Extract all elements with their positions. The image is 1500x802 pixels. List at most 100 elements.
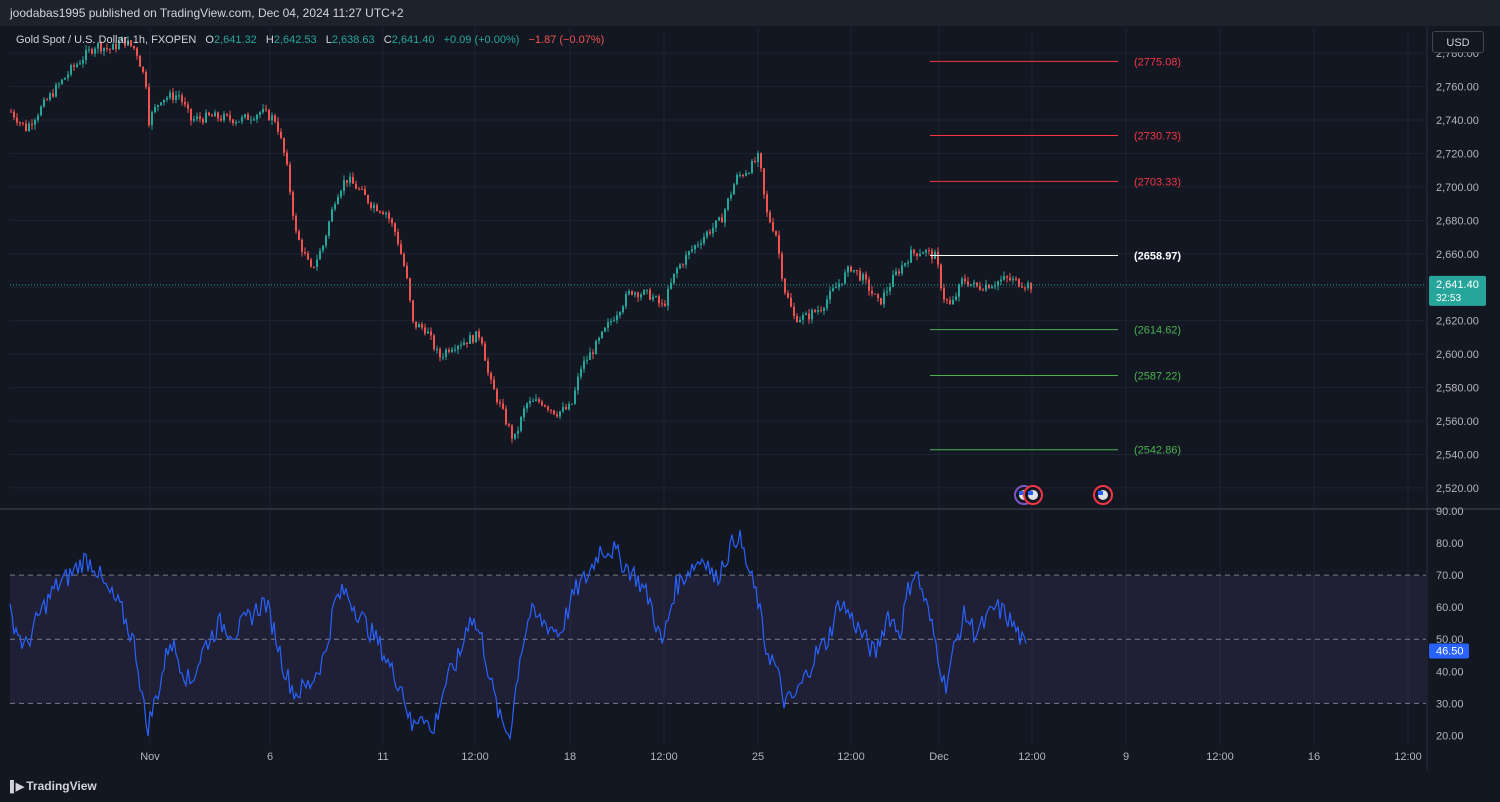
candle-body[interactable] (139, 55, 141, 67)
candle-body[interactable] (238, 121, 240, 123)
candle-body[interactable] (439, 349, 441, 358)
candle-body[interactable] (556, 414, 558, 417)
candle-body[interactable] (727, 198, 729, 210)
candle-body[interactable] (217, 112, 219, 119)
candle-body[interactable] (382, 212, 384, 215)
candle-body[interactable] (124, 37, 126, 46)
candle-body[interactable] (766, 194, 768, 213)
candle-body[interactable] (997, 281, 999, 286)
candle-body[interactable] (361, 188, 363, 190)
candle-body[interactable] (658, 296, 660, 304)
candle-body[interactable] (691, 249, 693, 252)
candle-body[interactable] (1012, 278, 1014, 281)
candle-body[interactable] (286, 152, 288, 165)
candle-body[interactable] (928, 250, 930, 252)
candle-body[interactable] (34, 120, 36, 125)
candle-body[interactable] (187, 104, 189, 109)
candle-body[interactable] (511, 425, 513, 439)
candle-body[interactable] (769, 212, 771, 223)
candle-body[interactable] (31, 123, 33, 125)
candle-body[interactable] (106, 47, 108, 49)
candle-body[interactable] (358, 188, 360, 190)
candle-body[interactable] (214, 112, 216, 117)
candle-body[interactable] (1000, 279, 1002, 282)
economic-events[interactable] (1014, 485, 1113, 505)
candle-body[interactable] (331, 209, 333, 222)
candle-body[interactable] (43, 99, 45, 107)
candle-body[interactable] (835, 287, 837, 289)
candle-body[interactable] (430, 331, 432, 336)
candle-body[interactable] (256, 114, 258, 120)
candle-body[interactable] (298, 231, 300, 240)
candle-body[interactable] (481, 337, 483, 344)
candle-body[interactable] (982, 289, 984, 291)
candle-body[interactable] (832, 288, 834, 291)
candle-body[interactable] (478, 331, 480, 338)
candle-body[interactable] (178, 95, 180, 97)
candle-body[interactable] (874, 293, 876, 295)
candle-body[interactable] (961, 278, 963, 285)
candle-body[interactable] (421, 324, 423, 328)
candle-body[interactable] (622, 306, 624, 313)
candle-body[interactable] (79, 63, 81, 65)
candle-body[interactable] (319, 250, 321, 260)
candle-body[interactable] (889, 286, 891, 292)
candle-body[interactable] (829, 290, 831, 300)
candle-body[interactable] (736, 175, 738, 185)
candle-body[interactable] (583, 360, 585, 369)
candle-body[interactable] (220, 118, 222, 121)
candle-body[interactable] (592, 352, 594, 355)
candle-body[interactable] (544, 405, 546, 407)
candle-body[interactable] (784, 278, 786, 293)
candle-body[interactable] (409, 278, 411, 301)
candle-body[interactable] (463, 342, 465, 346)
tradingview-logo[interactable]: ▌▶ TradingView (10, 779, 97, 793)
candle-body[interactable] (433, 335, 435, 350)
candle-body[interactable] (760, 153, 762, 169)
candle-body[interactable] (211, 115, 213, 117)
candle-body[interactable] (379, 211, 381, 213)
candle-body[interactable] (1018, 278, 1020, 287)
candle-body[interactable] (490, 372, 492, 380)
candle-body[interactable] (61, 79, 63, 84)
candle-body[interactable] (262, 108, 264, 113)
candle-body[interactable] (706, 231, 708, 237)
candle-body[interactable] (673, 273, 675, 283)
candle-body[interactable] (574, 390, 576, 404)
candle-body[interactable] (1015, 278, 1017, 280)
candle-body[interactable] (76, 64, 78, 67)
candle-body[interactable] (742, 174, 744, 176)
candle-body[interactable] (811, 310, 813, 320)
candle-body[interactable] (367, 195, 369, 203)
candle-body[interactable] (880, 298, 882, 305)
candle-body[interactable] (643, 290, 645, 295)
candle-body[interactable] (415, 321, 417, 328)
candle-body[interactable] (526, 403, 528, 409)
candle-body[interactable] (391, 218, 393, 224)
candle-body[interactable] (340, 191, 342, 197)
candle-body[interactable] (259, 112, 261, 115)
candle-body[interactable] (883, 292, 885, 305)
candle-body[interactable] (625, 294, 627, 307)
candle-body[interactable] (913, 249, 915, 254)
candle-body[interactable] (397, 231, 399, 245)
candle-body[interactable] (370, 202, 372, 209)
candle-body[interactable] (664, 303, 666, 306)
candle-body[interactable] (166, 97, 168, 100)
candle-body[interactable] (496, 389, 498, 403)
candle-body[interactable] (70, 65, 72, 75)
candle-body[interactable] (898, 271, 900, 274)
candle-body[interactable] (904, 263, 906, 266)
candle-body[interactable] (520, 417, 522, 431)
candle-body[interactable] (205, 112, 207, 123)
candle-body[interactable] (754, 160, 756, 163)
candle-body[interactable] (271, 115, 273, 121)
candle-body[interactable] (103, 47, 105, 52)
candle-body[interactable] (154, 106, 156, 113)
candle-body[interactable] (634, 292, 636, 295)
candle-body[interactable] (427, 331, 429, 334)
candle-body[interactable] (175, 95, 177, 100)
candle-body[interactable] (802, 314, 804, 320)
candle-body[interactable] (22, 122, 24, 124)
candle-body[interactable] (937, 251, 939, 265)
